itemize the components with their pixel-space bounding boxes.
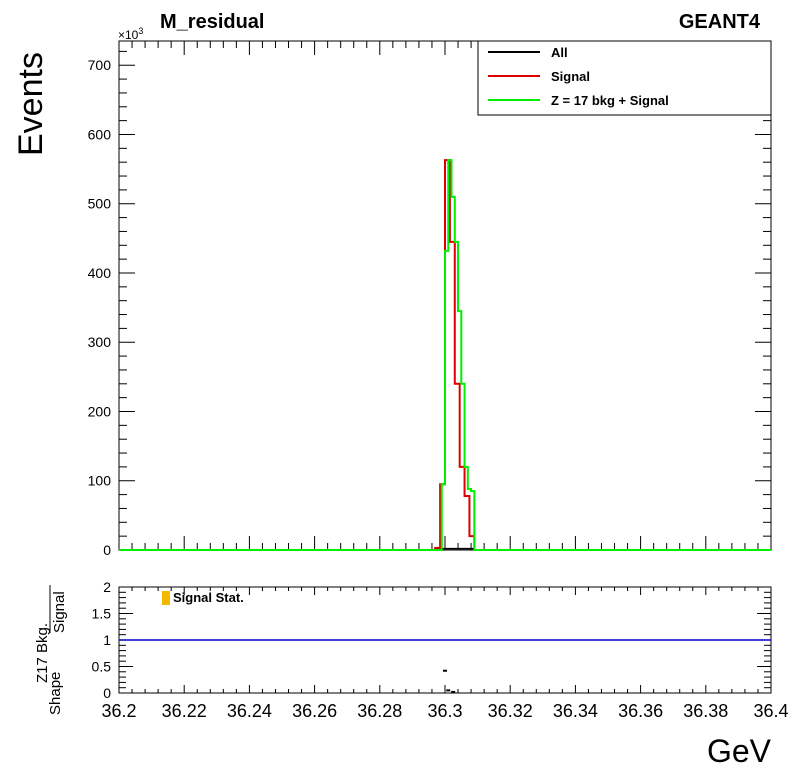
legend-label-all: All [551, 45, 568, 60]
legend-label-signal: Signal [551, 69, 590, 84]
legend: All Signal Z = 17 bkg + Signal [477, 40, 772, 116]
y-tick-label: 600 [88, 126, 112, 142]
generator-label: GEANT4 [679, 11, 761, 33]
chart-title: M_residual [160, 11, 264, 33]
y-tick-label: 0 [103, 542, 111, 558]
ratio-ylabel-denominator: Signal [51, 591, 68, 633]
ratio-ylabel-prefix: Shape [47, 672, 64, 715]
legend-box [477, 40, 772, 116]
ratio-y-axis-label: Shape Z17 Bkg. Signal [34, 585, 68, 715]
x-tick-label: 36.38 [683, 701, 728, 721]
ratio-points [119, 639, 771, 693]
y-tick-label: 400 [88, 265, 112, 281]
y-multiplier-exponent: 3 [138, 26, 143, 36]
ratio-tick-marks: 0 0.5 1 1.5 2 [92, 579, 772, 701]
ratio-y-tick-label: 0.5 [92, 659, 112, 675]
signal-stat-swatch [162, 591, 170, 605]
ratio-y-tick-label: 2 [103, 579, 111, 595]
y-tick-label: 500 [88, 196, 112, 212]
series-z17-bkg-signal [119, 159, 771, 551]
ratio-y-tick-label: 1.5 [92, 606, 112, 622]
main-histograms [119, 159, 771, 551]
x-tick-label: 36.36 [618, 701, 663, 721]
x-tick-label: 36.34 [553, 701, 598, 721]
y-multiplier: ×103 [118, 26, 143, 42]
x-tick-label: 36.22 [162, 701, 207, 721]
x-tick-label: 36.28 [357, 701, 402, 721]
x-tick-label: 36.2 [101, 701, 136, 721]
main-tick-marks: 0 100 200 300 400 500 600 700 [88, 41, 772, 558]
x-tick-label: 36.4 [753, 701, 788, 721]
x-tick-label: 36.32 [488, 701, 533, 721]
x-tick-label: 36.3 [427, 701, 462, 721]
x-tick-labels: 36.2 36.22 36.24 36.26 36.28 36.3 36.32 36.34 36… [101, 701, 788, 721]
ratio-y-tick-label: 1 [103, 632, 111, 648]
signal-stat-label: Signal Stat. [173, 590, 244, 605]
x-axis-label: GeV [707, 733, 772, 769]
y-tick-label: 300 [88, 334, 112, 350]
series-signal [119, 159, 771, 551]
y-tick-label: 100 [88, 473, 112, 489]
legend-label-z17: Z = 17 bkg + Signal [551, 93, 669, 108]
ratio-ylabel-numerator: Z17 Bkg. [34, 623, 51, 683]
x-tick-label: 36.26 [292, 701, 337, 721]
x-tick-label: 36.24 [227, 701, 272, 721]
y-tick-label: 700 [88, 57, 112, 73]
ratio-y-tick-label: 0 [103, 685, 111, 701]
y-axis-label: Events [12, 52, 50, 156]
y-tick-label: 200 [88, 403, 112, 419]
